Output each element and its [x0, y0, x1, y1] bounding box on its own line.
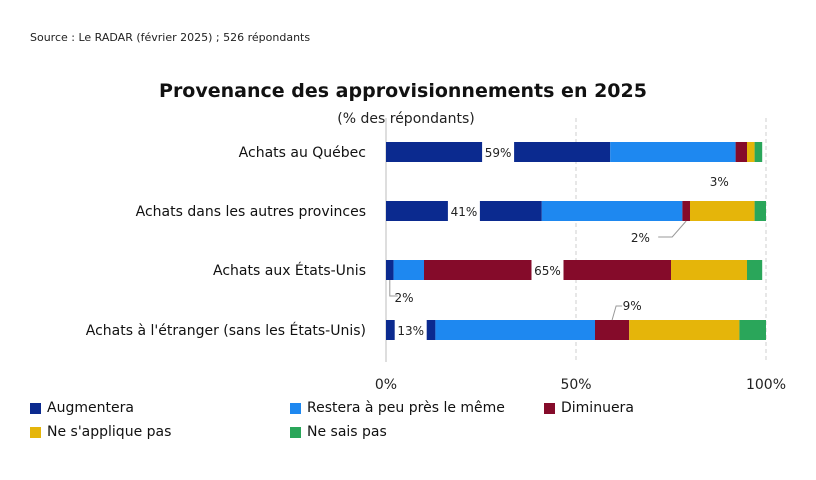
legend-label: Ne s'applique pas: [47, 424, 172, 440]
bar-ne-s-applique-pas-2: [671, 260, 747, 280]
chart-source: Source : Le RADAR (février 2025) ; 526 r…: [30, 31, 311, 44]
legend-swatch: [30, 402, 41, 414]
data-label: 2%: [631, 231, 650, 245]
bar-ne-sais-pas-2: [747, 260, 763, 280]
x-tick-label: 0%: [375, 377, 397, 393]
data-label: 3%: [710, 175, 729, 189]
data-label-background: [531, 260, 564, 280]
data-label: 65%: [534, 264, 561, 278]
data-label: 13%: [397, 324, 424, 338]
legend-swatch: [290, 426, 301, 438]
legend-item: Ne sais pas: [290, 424, 387, 440]
data-label: 41%: [451, 205, 478, 219]
bar-restera-peu-pr-s-le-m-me-1: [541, 201, 683, 221]
bar-restera-peu-pr-s-le-m-me-3: [435, 320, 595, 340]
category-label: Achats dans les autres provinces: [136, 204, 366, 220]
bar-ne-s-applique-pas-0: [747, 142, 755, 162]
legend-swatch: [544, 402, 555, 414]
bar-ne-s-applique-pas-1: [690, 201, 755, 221]
data-label-background: [482, 142, 515, 162]
bar-restera-peu-pr-s-le-m-me-0: [610, 142, 736, 162]
chart-subtitle: (% des répondants): [0, 111, 816, 127]
bar-restera-peu-pr-s-le-m-me-2: [393, 260, 424, 280]
data-label-background: [447, 201, 480, 221]
bar-diminuera-3: [595, 320, 630, 340]
chart-title-text: Provenance des approvisionnements en 202…: [159, 80, 647, 102]
legend-swatch: [290, 402, 301, 414]
data-label: 59%: [485, 146, 512, 160]
bar-ne-sais-pas-0: [754, 142, 763, 162]
legend-label: Augmentera: [47, 400, 134, 416]
data-label-leader: [658, 220, 687, 238]
data-label: 2%: [394, 291, 413, 305]
data-label: 9%: [623, 299, 642, 313]
legend-label: Restera à peu près le même: [307, 400, 505, 416]
bar-augmentera-2: [386, 260, 394, 280]
data-label-background: [394, 320, 427, 340]
x-tick-label: 100%: [746, 377, 786, 393]
legend-item: Diminuera: [544, 400, 634, 416]
bar-diminuera-0: [735, 142, 747, 162]
bar-diminuera-1: [682, 201, 690, 221]
chart-title: Provenance des approvisionnements en 202…: [0, 80, 816, 102]
legend-item: Restera à peu près le même: [290, 400, 505, 416]
legend-label: Diminuera: [561, 400, 634, 416]
category-label: Achats au Québec: [239, 145, 366, 161]
bar-ne-sais-pas-3: [739, 320, 766, 340]
category-label: Achats à l'étranger (sans les États-Unis…: [86, 322, 366, 339]
bar-ne-s-applique-pas-3: [629, 320, 740, 340]
data-label-leader: [389, 280, 398, 297]
x-tick-label: 50%: [560, 377, 591, 393]
data-label-leader: [611, 305, 623, 321]
legend-item: Augmentera: [30, 400, 134, 416]
legend-swatch: [30, 426, 41, 438]
category-label: Achats aux États-Unis: [213, 262, 366, 279]
chart-subtitle-text: (% des répondants): [337, 111, 475, 127]
legend-label: Ne sais pas: [307, 424, 387, 440]
bar-ne-sais-pas-1: [754, 201, 766, 221]
legend-item: Ne s'applique pas: [30, 424, 171, 440]
